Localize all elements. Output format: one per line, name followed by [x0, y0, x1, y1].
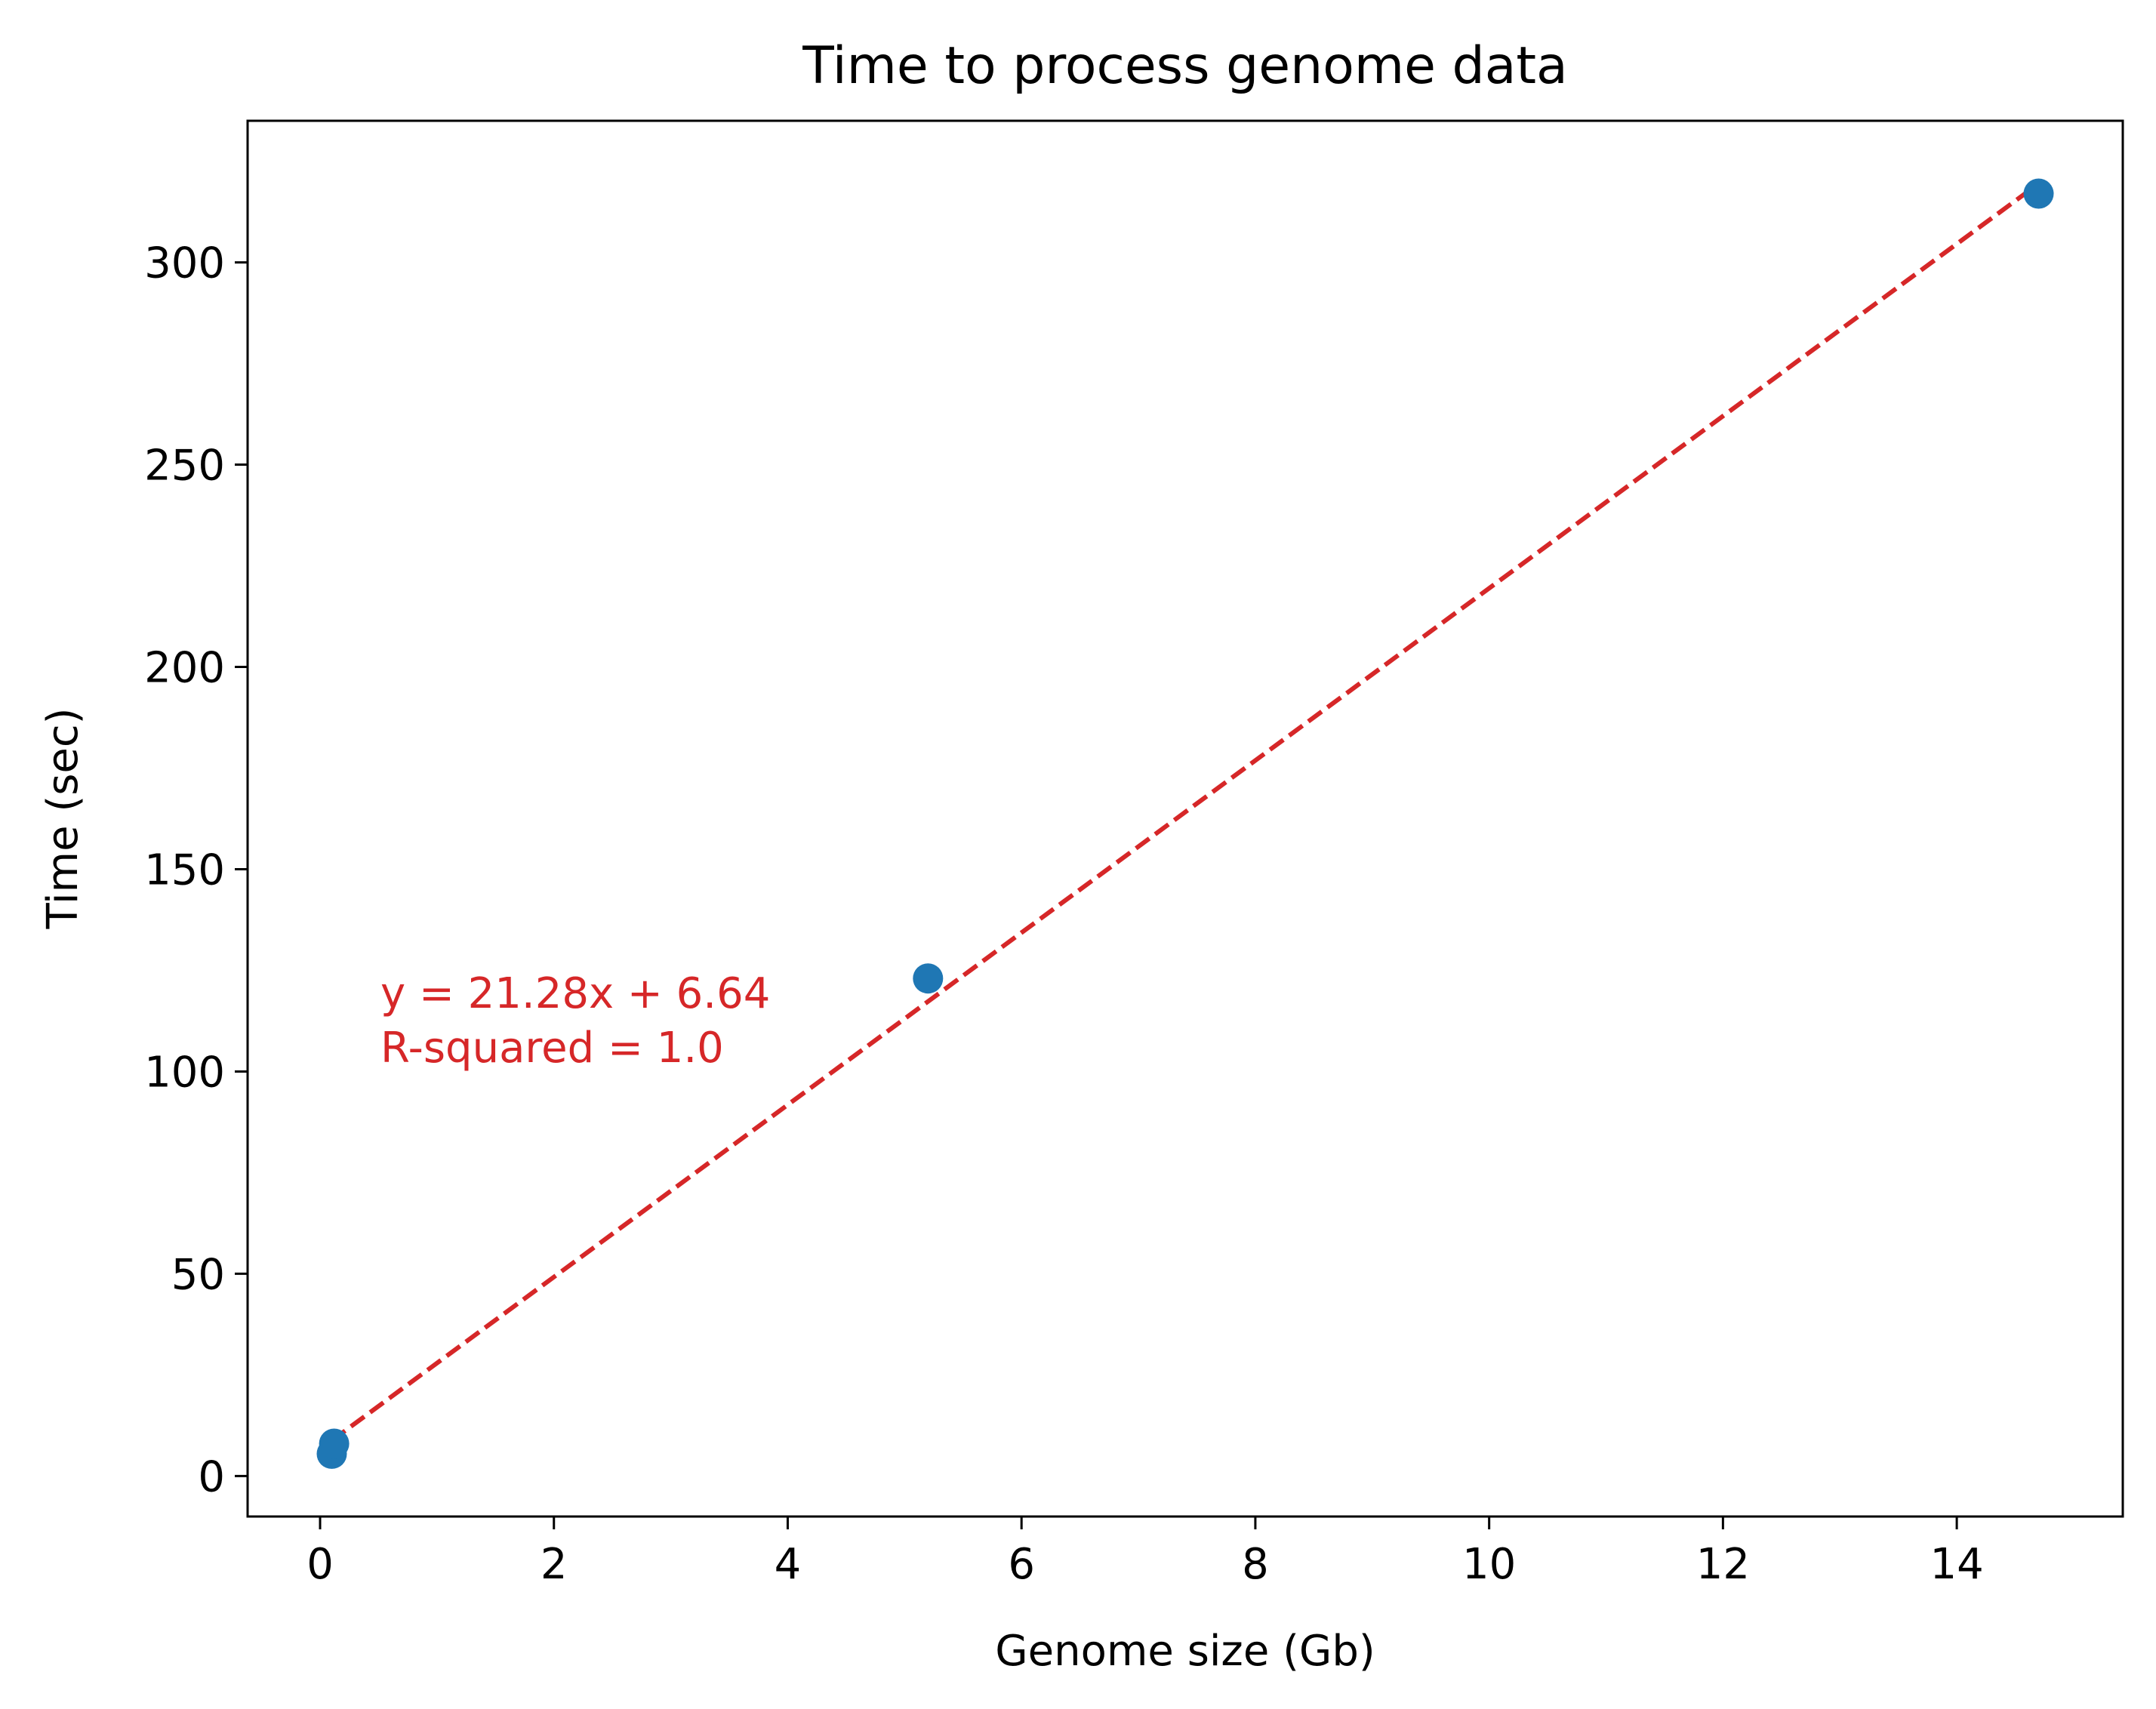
chart-title: Time to process genome data	[802, 36, 1567, 96]
x-tick-label: 12	[1696, 1540, 1750, 1589]
x-tick-label: 10	[1462, 1540, 1516, 1589]
x-tick-label: 0	[306, 1540, 334, 1589]
y-tick-label: 0	[198, 1452, 225, 1501]
fit-line-layer	[330, 181, 2040, 1443]
data-point	[2023, 178, 2054, 209]
x-tick-label: 8	[1242, 1540, 1269, 1589]
data-point	[913, 963, 944, 994]
x-axis-ticks: 0 2 4 6 8 10 12 14	[306, 1517, 1984, 1589]
fit-line	[330, 181, 2040, 1443]
x-tick-label: 14	[1930, 1540, 1983, 1589]
plot-frame	[246, 119, 2124, 1518]
x-tick-label: 4	[775, 1540, 802, 1589]
y-tick-label: 100	[144, 1048, 225, 1097]
x-tick-label: 6	[1008, 1540, 1035, 1589]
fit-r-squared: R-squared = 1.0	[380, 1024, 724, 1073]
y-tick-label: 250	[144, 442, 225, 491]
fit-annotation: y = 21.28x + 6.64 R-squared = 1.0	[380, 969, 784, 1073]
y-tick-label: 50	[171, 1250, 225, 1299]
y-axis-label: Time (sec)	[38, 708, 88, 930]
y-tick-label: 300	[144, 239, 225, 288]
data-points-layer	[316, 178, 2054, 1469]
data-point	[319, 1428, 350, 1459]
y-axis-ticks: 0 50 100 150 200 250 300	[144, 239, 248, 1501]
fit-equation: y = 21.28x + 6.64	[380, 969, 770, 1018]
x-tick-label: 2	[541, 1540, 568, 1589]
y-tick-label: 150	[144, 845, 225, 895]
x-axis-label: Genome size (Gb)	[995, 1627, 1375, 1676]
y-tick-label: 200	[144, 644, 225, 693]
